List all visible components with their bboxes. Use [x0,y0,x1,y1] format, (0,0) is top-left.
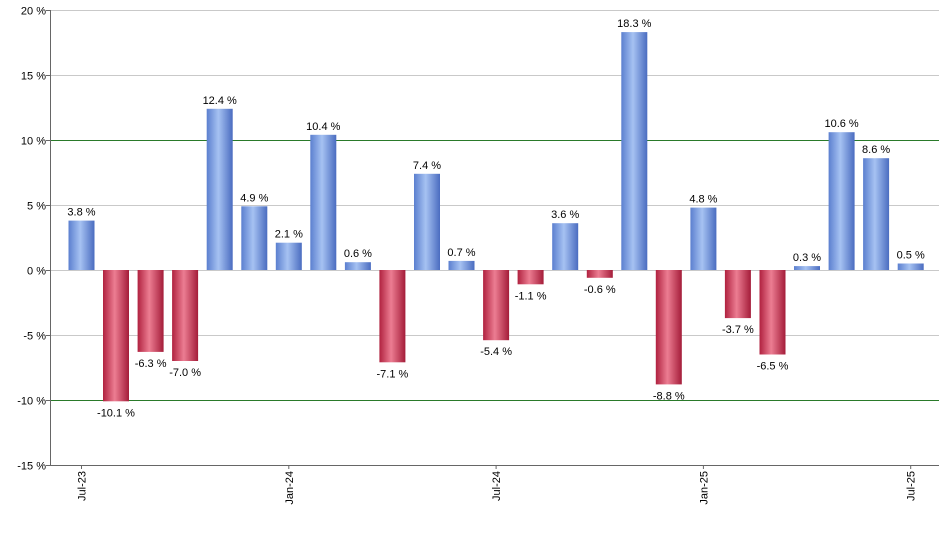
data-label-Aug-24: -1.1 % [515,290,547,302]
bar-Nov-24 [621,32,648,270]
y-tick-label: -5 % [23,331,46,343]
bar-Aug-23 [103,270,129,402]
data-label-Feb-24: 10.4 % [306,121,340,133]
data-label-Jul-25: 0.5 % [897,250,925,262]
data-label-Mar-24: 0.6 % [344,248,372,260]
data-labels: 3.8 % -10.1 % -6.3 %-7.0 % 12.4 % 4.9 % 2.1 %… [67,18,925,419]
data-label-Aug-23: -10.1 % [97,407,135,419]
bar-Apr-25 [794,266,820,270]
bar-Jul-24 [483,270,510,341]
data-label-Jun-25: 8.6 % [862,144,890,156]
y-tick-label: -15 % [17,461,46,473]
data-label-Oct-24: -0.6 % [584,284,616,296]
bar-May-25 [828,132,855,270]
data-label-Sep-23: -6.3 % [135,358,167,370]
y-tick-label: -10 % [17,396,46,408]
data-label-Dec-24: -8.8 % [653,390,685,402]
x-tick-label: Jan-24 [284,471,296,505]
bar-Jun-25 [863,158,890,270]
bar-Dec-23 [241,206,268,270]
x-tick-label: Jul-25 [906,471,918,501]
bar-Nov-23 [206,108,233,270]
bar-Sep-23 [137,270,164,352]
bar-Apr-24 [379,270,406,363]
bars [68,32,924,402]
bar-May-24 [414,173,440,270]
data-label-Jan-24: 2.1 % [275,229,303,241]
grid-lines [50,10,939,466]
bar-Feb-24 [310,134,337,270]
data-label-May-24: 7.4 % [413,160,441,172]
bar-Jun-24 [448,260,475,270]
data-label-Jan-25: 4.8 % [689,194,717,206]
data-label-May-25: 10.6 % [824,118,858,130]
y-tick-label: 5 % [27,201,46,213]
bar-Jan-25 [690,207,717,270]
bar-Jan-24 [275,242,302,270]
data-label-Sep-24: 3.6 % [551,209,579,221]
bar-Jul-23 [68,220,95,270]
bar-Oct-23 [172,270,199,361]
data-label-Apr-24: -7.1 % [377,368,409,380]
bar-Mar-24 [344,262,371,270]
bar-Mar-25 [759,270,786,355]
data-label-Feb-25: -3.7 % [722,324,754,336]
bar-Feb-25 [724,270,751,319]
data-label-Jul-23: 3.8 % [67,207,95,219]
y-tick-label: 20 % [21,6,46,18]
y-tick-label: 15 % [21,71,46,83]
bar-Oct-24 [586,270,613,278]
data-label-Jun-24: 0.7 % [447,247,475,259]
y-tick-label: 10 % [21,136,46,148]
data-label-Nov-24: 18.3 % [617,18,651,30]
bar-Aug-24 [517,270,544,285]
data-label-Apr-25: 0.3 % [793,252,821,264]
bar-Sep-24 [552,223,579,270]
data-label-Oct-23: -7.0 % [169,367,201,379]
data-label-Jul-24: -5.4 % [480,346,512,358]
y-tick-label: 0 % [27,266,46,278]
x-tick-label: Jul-23 [77,471,89,501]
x-tick-label: Jan-25 [698,471,710,505]
data-label-Dec-23: 4.9 % [240,192,268,204]
x-tick-label: Jul-24 [491,471,503,501]
data-label-Mar-25: -6.5 % [757,361,789,373]
bar-Dec-24 [655,270,682,385]
bar-Jul-25 [897,263,924,270]
axes: 20 % 15 % 10 % 5 % 0 % -5 % -10 % -15 % Jul-23 Ja… [17,6,939,505]
data-label-Nov-23: 12.4 % [203,95,237,107]
